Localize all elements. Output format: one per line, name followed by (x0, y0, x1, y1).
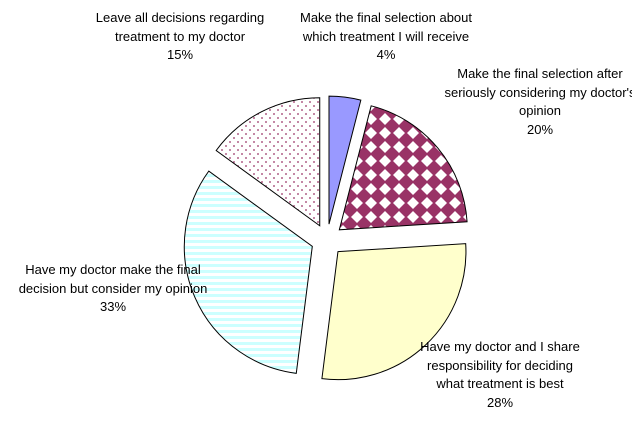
pie-slice (215, 97, 321, 227)
slice-label: Leave all decisions regarding treatment … (73, 9, 288, 65)
slice-label: Make the final selection about which tre… (286, 9, 486, 65)
value-label: 4% (376, 47, 396, 62)
category-label: Leave all decisions regarding treatment … (95, 10, 265, 44)
slice-label: Have my doctor and I share responsibilit… (415, 338, 585, 412)
value-label: 33% (99, 299, 127, 314)
pie-slice (338, 105, 468, 231)
slice-label: Have my doctor make the final decision b… (6, 261, 221, 317)
value-label: 15% (166, 47, 194, 62)
pie-slice (321, 243, 467, 381)
value-label: 20% (526, 121, 554, 137)
value-label: 28% (486, 394, 514, 410)
category-label: Make the final selection about which tre… (300, 10, 472, 44)
category-label: Have my doctor make the final decision b… (18, 262, 208, 296)
category-label: Make the final selection after seriously… (444, 66, 632, 118)
category-label: Have my doctor and I share responsibilit… (420, 339, 580, 391)
slice-label: Make the final selection after seriously… (440, 65, 632, 139)
pie-slice (328, 95, 362, 225)
pie-slice (183, 170, 313, 374)
